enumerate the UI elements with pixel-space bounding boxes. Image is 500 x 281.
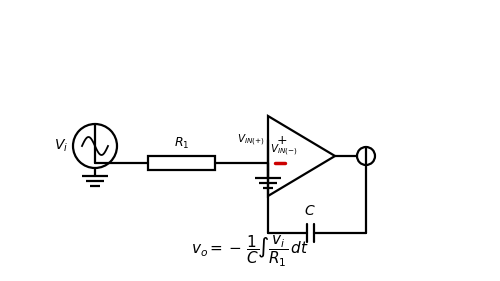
Text: $+$: $+$ — [276, 133, 287, 146]
Text: $R_1$: $R_1$ — [174, 136, 189, 151]
Text: $v_o = -\,\dfrac{1}{C}\!\int\dfrac{v_i}{R_1}\,dt$: $v_o = -\,\dfrac{1}{C}\!\int\dfrac{v_i}{… — [191, 233, 309, 269]
Bar — [148, 156, 215, 170]
Text: $V_{IN(+)}$: $V_{IN(+)}$ — [237, 132, 265, 148]
Text: $C$: $C$ — [304, 204, 316, 218]
Text: $V_{IN(-)}$: $V_{IN(-)}$ — [270, 142, 298, 158]
Text: $V_i$: $V_i$ — [54, 138, 68, 154]
